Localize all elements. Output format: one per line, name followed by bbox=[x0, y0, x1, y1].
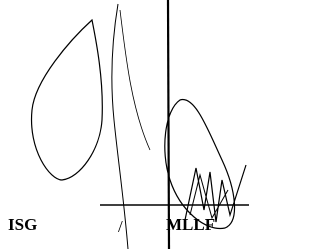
sketch: ISG / MLLF bbox=[0, 0, 249, 249]
label-right: MLLF bbox=[166, 215, 215, 234]
label-separator: / bbox=[118, 217, 123, 236]
vertical-line bbox=[168, 0, 169, 249]
label-left: ISG bbox=[8, 215, 37, 234]
